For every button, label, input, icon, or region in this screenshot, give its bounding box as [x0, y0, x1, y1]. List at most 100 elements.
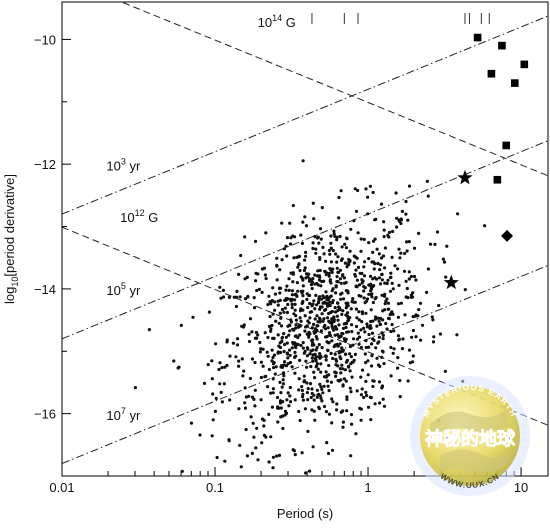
- pulsar-point: [335, 279, 339, 284]
- pulsar-point: [301, 294, 305, 298]
- pulsar-point: [371, 277, 375, 281]
- pulsar-point: [381, 318, 385, 322]
- pulsar-point: [340, 245, 344, 249]
- pulsar-point: [280, 336, 284, 340]
- pulsar-point: [357, 342, 361, 346]
- pulsar-point: [426, 194, 430, 198]
- pulsar-point: [364, 379, 368, 383]
- pulsar-point: [299, 319, 303, 323]
- pulsar-point: [334, 285, 338, 289]
- pulsar-point: [256, 458, 260, 462]
- pulsar-point: [383, 266, 387, 270]
- pulsar-point: [279, 391, 283, 395]
- pulsar-point: [254, 279, 258, 283]
- pulsar-point: [298, 333, 302, 337]
- pulsar-point: [336, 333, 340, 337]
- pulsar-point: [318, 268, 322, 273]
- pulsar-point: [335, 266, 339, 270]
- pulsar-point: [305, 381, 309, 385]
- pulsar-point: [411, 291, 415, 295]
- pulsar-point: [381, 333, 385, 337]
- pulsar-point: [327, 331, 332, 335]
- pulsar-point: [360, 320, 364, 324]
- pulsar-point: [364, 339, 368, 343]
- pulsar-point: [365, 393, 369, 398]
- pulsar-point: [234, 304, 238, 309]
- x-axis-label: Period (s): [277, 506, 333, 521]
- pulsar-point: [334, 252, 338, 256]
- pulsar-point: [281, 400, 285, 404]
- pulsar-point: [359, 328, 363, 332]
- pulsar-point: [333, 370, 337, 374]
- pulsar-point: [381, 337, 385, 341]
- pulsar-point: [399, 301, 403, 305]
- pulsar-point: [346, 318, 351, 322]
- pulsar-point: [147, 328, 151, 332]
- pulsar-point: [336, 318, 340, 322]
- pulsar-point: [400, 209, 404, 213]
- pulsar-point: [349, 413, 354, 417]
- pulsar-point: [339, 297, 343, 301]
- y-tick-label: −16: [34, 407, 56, 422]
- pulsar-point: [221, 288, 225, 292]
- pulsar-point: [255, 336, 259, 340]
- pulsar-point: [302, 268, 306, 273]
- pulsar-point: [267, 324, 272, 328]
- pulsar-point: [387, 230, 392, 234]
- pulsar-point: [259, 347, 263, 351]
- pulsar-point: [329, 246, 333, 250]
- pulsar-point: [404, 212, 408, 216]
- pulsar-point: [314, 348, 318, 352]
- pulsar-point: [241, 374, 245, 378]
- pulsar-point: [289, 320, 293, 324]
- pulsar-point: [237, 407, 241, 411]
- pulsar-point: [280, 258, 284, 262]
- pulsar-point: [324, 410, 328, 414]
- pulsar-point: [389, 311, 393, 315]
- pulsar-point: [271, 391, 275, 395]
- pulsar-point: [375, 356, 379, 360]
- pulsar-point: [319, 329, 324, 333]
- pulsar-point: [359, 345, 363, 350]
- pulsar-point: [223, 459, 227, 463]
- pulsar-point: [314, 359, 318, 363]
- pulsar-point: [380, 331, 384, 335]
- pulsar-point: [258, 350, 262, 354]
- pulsar-point: [366, 405, 371, 409]
- pulsar-point: [232, 295, 236, 299]
- pulsar-point: [247, 339, 252, 344]
- pulsar-point: [364, 311, 368, 315]
- pulsar-point: [256, 333, 260, 337]
- pulsar-point: [374, 277, 379, 281]
- pulsar-point: [335, 275, 339, 279]
- pulsar-point: [288, 385, 292, 390]
- pulsar-point: [330, 397, 334, 401]
- pulsar-point: [346, 311, 350, 315]
- pulsar-point: [323, 308, 327, 312]
- pulsar-point: [315, 303, 319, 307]
- pulsar-point: [350, 323, 354, 327]
- pulsar-point: [319, 370, 323, 374]
- pulsar-point: [344, 360, 349, 364]
- pulsar-point: [322, 375, 327, 379]
- pulsar-point: [320, 206, 324, 210]
- pulsar-point: [242, 369, 246, 373]
- pulsar-point: [266, 303, 270, 307]
- age-line: [62, 264, 548, 464]
- pulsar-point: [293, 344, 298, 349]
- pulsar-point: [383, 246, 387, 250]
- pulsar-point: [337, 306, 342, 310]
- pulsar-point: [335, 402, 339, 406]
- pulsar-point: [259, 360, 263, 364]
- pulsar-point: [285, 341, 289, 345]
- pulsar-point: [227, 438, 231, 442]
- pulsar-point: [223, 365, 227, 369]
- pulsar-point: [275, 263, 279, 267]
- pulsar-point: [277, 321, 281, 325]
- pulsar-point: [218, 382, 222, 386]
- pulsar-point: [276, 303, 280, 307]
- pulsar-point: [293, 293, 298, 297]
- magnetar-square: [498, 41, 506, 50]
- pulsar-point: [411, 354, 415, 358]
